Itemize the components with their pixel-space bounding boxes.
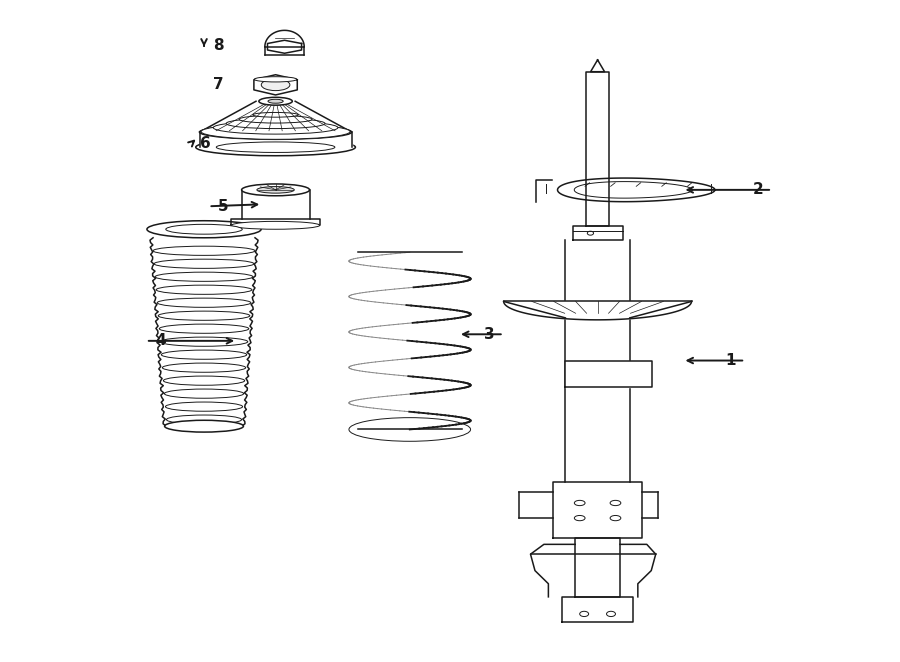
Polygon shape [536,181,552,202]
Text: 2: 2 [752,182,763,197]
Polygon shape [265,47,304,55]
Text: 4: 4 [155,334,166,348]
Ellipse shape [165,420,244,432]
Ellipse shape [166,415,241,424]
Polygon shape [565,361,652,387]
Text: 5: 5 [218,199,228,214]
Ellipse shape [147,220,261,238]
Polygon shape [241,190,310,218]
Ellipse shape [256,187,294,193]
Ellipse shape [155,272,253,281]
Polygon shape [562,597,634,622]
Text: 1: 1 [725,353,736,368]
Ellipse shape [158,311,250,320]
Polygon shape [231,218,320,225]
Ellipse shape [165,389,244,399]
Ellipse shape [200,125,352,139]
Ellipse shape [580,611,589,616]
Ellipse shape [607,611,616,616]
Ellipse shape [213,121,338,134]
Ellipse shape [162,363,246,372]
Polygon shape [254,75,297,95]
Polygon shape [553,482,643,538]
Ellipse shape [255,77,297,82]
Polygon shape [265,30,304,47]
Ellipse shape [239,115,312,123]
Ellipse shape [253,113,299,117]
Polygon shape [200,132,352,147]
Ellipse shape [268,99,284,103]
Ellipse shape [574,500,585,506]
Ellipse shape [588,231,594,235]
Ellipse shape [156,285,252,295]
Text: 7: 7 [213,77,223,92]
Ellipse shape [161,350,247,359]
Ellipse shape [610,500,621,506]
Ellipse shape [201,124,350,139]
Polygon shape [267,40,302,53]
Ellipse shape [166,224,242,234]
Ellipse shape [154,259,254,268]
Ellipse shape [216,142,335,152]
Ellipse shape [166,402,243,411]
Ellipse shape [226,118,325,128]
Ellipse shape [259,97,292,105]
Polygon shape [565,240,630,482]
Text: 6: 6 [200,136,211,152]
Ellipse shape [164,376,245,385]
Ellipse shape [158,298,251,307]
Ellipse shape [196,138,356,156]
Ellipse shape [153,246,255,256]
Ellipse shape [160,337,248,346]
Polygon shape [575,538,620,597]
Ellipse shape [159,324,248,333]
Ellipse shape [219,127,333,137]
Polygon shape [590,60,605,71]
Polygon shape [504,301,691,320]
Text: 3: 3 [484,327,495,342]
Ellipse shape [610,516,621,521]
Polygon shape [557,178,715,202]
Polygon shape [586,71,609,226]
Ellipse shape [241,184,310,196]
Ellipse shape [231,221,320,229]
Polygon shape [572,226,623,240]
Text: 8: 8 [213,38,223,53]
Ellipse shape [574,516,585,521]
Ellipse shape [261,79,290,91]
